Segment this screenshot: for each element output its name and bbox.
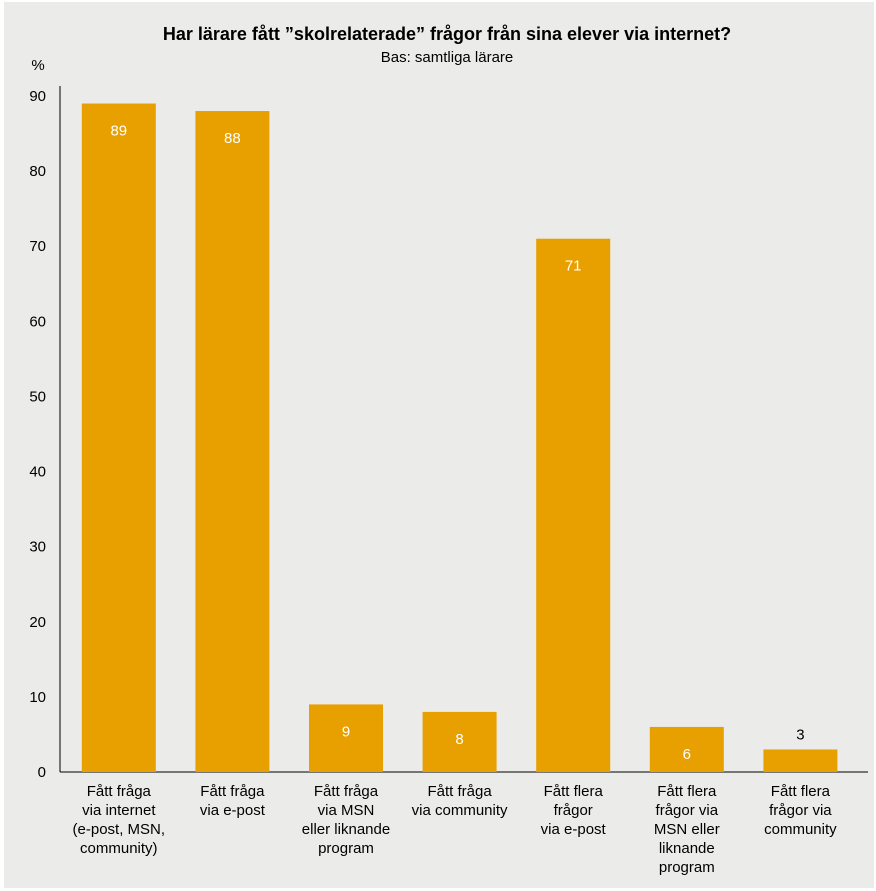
bar-chart: Har lärare fått ”skolrelaterade” frågor … <box>29 24 868 876</box>
y-tick-label: 90 <box>29 88 46 105</box>
bar-value-label: 3 <box>796 726 804 743</box>
x-category-label: Fått fråga via e-post <box>200 783 266 819</box>
bars <box>81 103 838 773</box>
bar-value-label: 71 <box>565 258 582 275</box>
chart-panel: Har lärare fått ”skolrelaterade” frågor … <box>4 2 874 888</box>
bar <box>422 711 497 772</box>
chart-title: Har lärare fått ”skolrelaterade” frågor … <box>163 24 731 44</box>
y-tick-label: 30 <box>29 539 46 556</box>
x-category-label: Fått flera frågor via community <box>764 783 837 838</box>
bar <box>195 111 270 773</box>
bar-value-label: 9 <box>342 723 350 740</box>
y-tick-label: 70 <box>29 238 46 255</box>
bar-value-label: 89 <box>110 123 127 140</box>
bar <box>536 238 611 772</box>
x-axis-category-labels: Fått fråga via internet (e-post, MSN, commu… <box>73 783 838 876</box>
y-tick-label: 40 <box>29 464 46 481</box>
y-tick-label: 60 <box>29 313 46 330</box>
bar-value-label: 8 <box>455 731 463 748</box>
x-category-label: Fått flera frågor via e-post <box>541 783 607 838</box>
x-category-label: Fått fråga via MSN eller liknande program <box>302 783 390 857</box>
bar <box>763 749 838 772</box>
y-tick-label: 0 <box>38 764 46 781</box>
y-axis-label: % <box>31 57 44 74</box>
bar <box>309 704 383 772</box>
x-category-label: Fått fråga via community <box>412 783 508 819</box>
bar <box>81 103 156 772</box>
y-tick-label: 20 <box>29 614 46 631</box>
y-tick-label: 80 <box>29 163 46 180</box>
bar <box>649 726 724 772</box>
bar-value-label: 6 <box>683 746 691 763</box>
chart-subtitle: Bas: samtliga lärare <box>381 49 514 66</box>
y-tick-label: 10 <box>29 689 46 706</box>
y-tick-label: 50 <box>29 388 46 405</box>
x-category-label: Fått fråga via internet (e-post, MSN, commu… <box>73 783 166 857</box>
x-category-label: Fått flera frågor via MSN eller liknande pro… <box>654 783 720 876</box>
bar-value-label: 88 <box>224 130 241 147</box>
value-labels: 89 88 9 8 71 6 3 <box>110 123 804 763</box>
y-axis-ticks: 0 10 20 30 40 50 60 70 80 90 <box>29 88 46 781</box>
